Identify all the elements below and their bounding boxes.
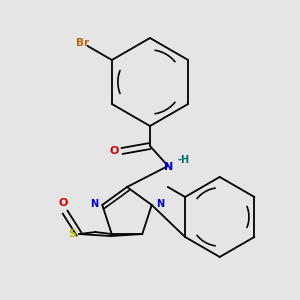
Text: S: S <box>68 229 76 239</box>
Text: N: N <box>164 162 174 172</box>
Text: N: N <box>156 199 164 209</box>
Text: O: O <box>58 198 68 208</box>
Text: N: N <box>90 199 98 209</box>
Text: Br: Br <box>76 38 89 48</box>
Text: O: O <box>109 146 119 156</box>
Text: -H: -H <box>178 155 190 165</box>
